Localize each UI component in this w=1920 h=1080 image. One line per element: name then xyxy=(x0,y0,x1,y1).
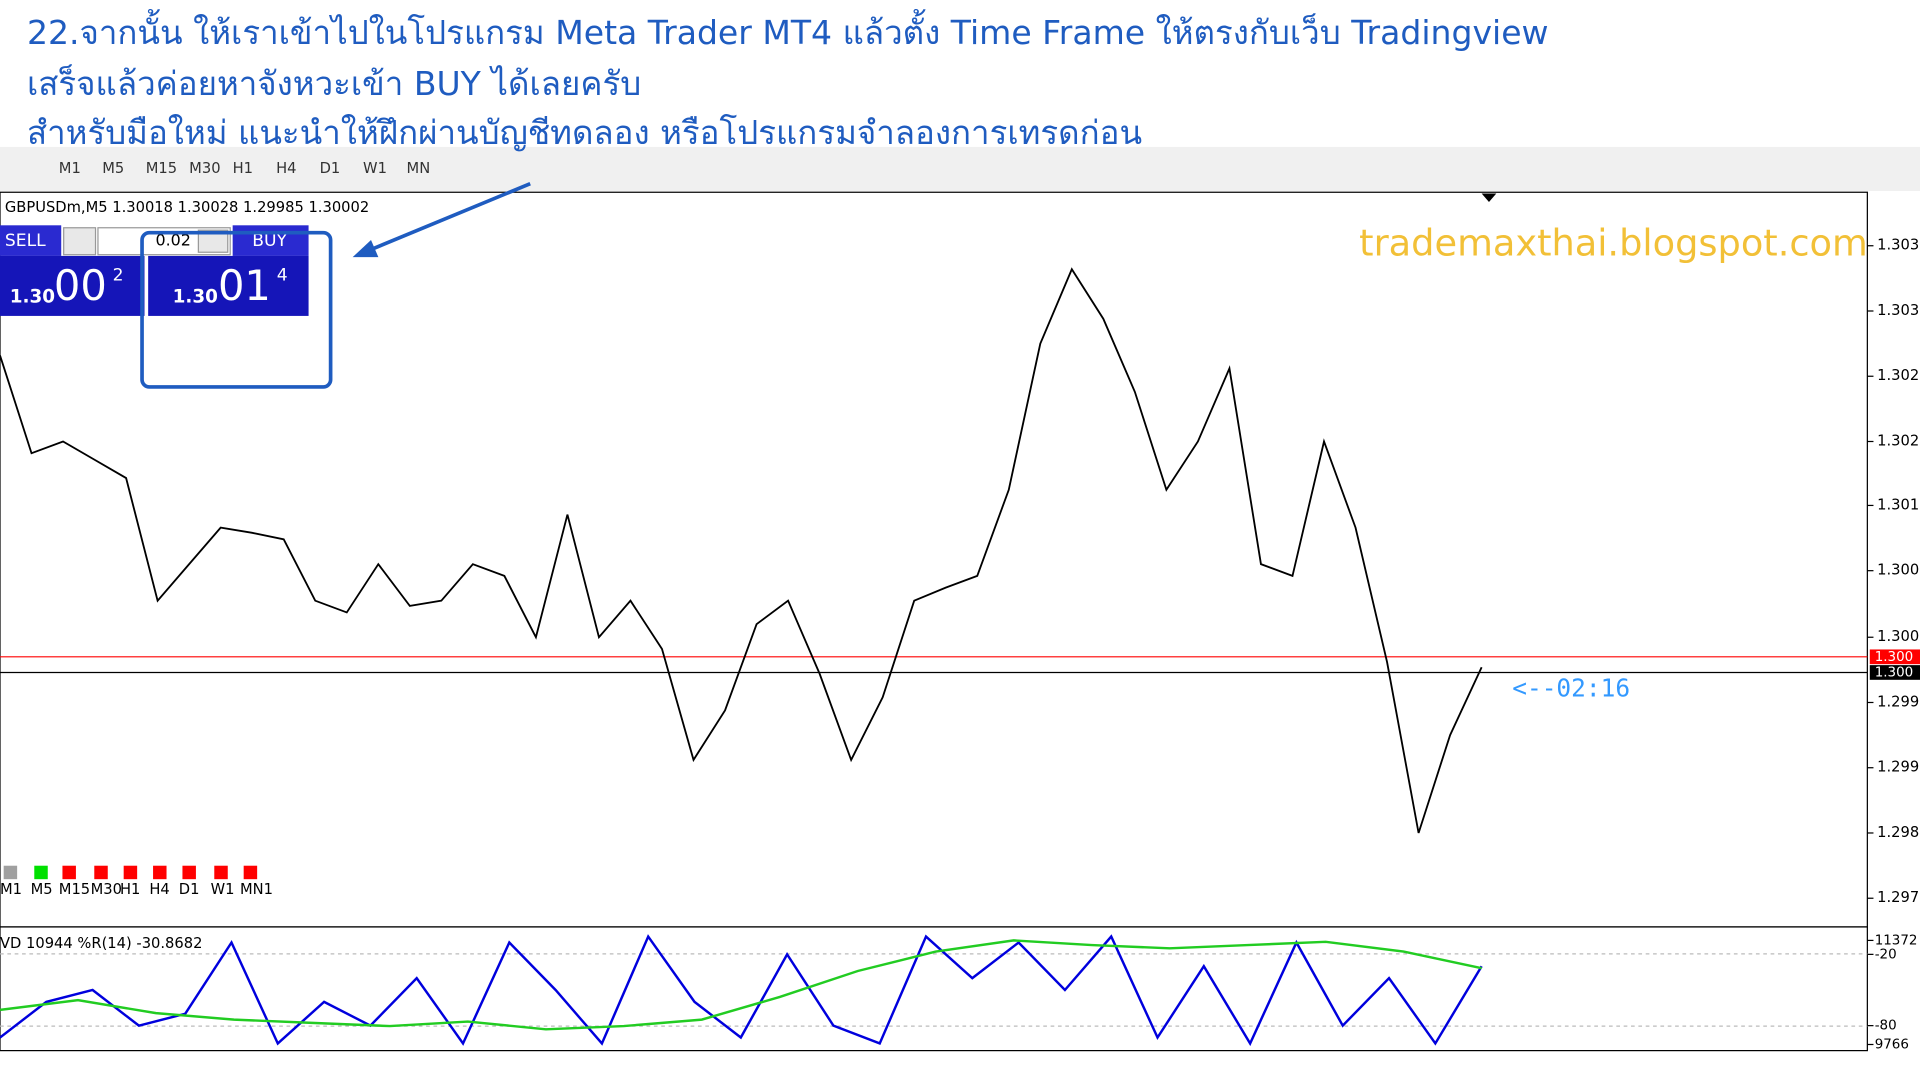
buy-button[interactable] xyxy=(232,225,309,256)
timeframe-square xyxy=(243,865,258,880)
timeframe-square xyxy=(34,865,48,880)
ask-tag xyxy=(1869,649,1920,665)
indicator-tick-label: 9766 xyxy=(1875,1037,1909,1052)
indicator-tick-label: 11372 xyxy=(1875,933,1918,948)
indicator-area xyxy=(0,926,1868,1052)
y-tick-label: 1.302 xyxy=(1877,367,1919,384)
volume-line xyxy=(0,939,1482,1031)
timeframe-square xyxy=(123,865,138,880)
timeframe-button[interactable]: D1 xyxy=(320,160,341,177)
timeframe-button[interactable]: M15 xyxy=(146,160,177,177)
indicator-title: VD 10944 %R(14) -30.8682 xyxy=(0,935,202,952)
buy-label: BUY xyxy=(252,231,287,251)
lot-down[interactable] xyxy=(63,227,97,256)
countdown: <--02:16 xyxy=(1512,673,1630,702)
y-tick-label: 1.300 xyxy=(1877,628,1919,645)
arrow xyxy=(366,181,531,253)
buy-price-sup: 4 xyxy=(277,266,288,286)
instruction: 22.จากนั้น ให้เราเข้าไปในโปรแกรม Meta Tr… xyxy=(27,9,1549,52)
sell-price-digits: 00 xyxy=(54,261,107,310)
timeframe-label: M15 xyxy=(59,881,90,898)
instruction: สำหรับมือใหม่ แนะนำให้ฝึกผ่านบัญชีทดลอง … xyxy=(27,113,1142,152)
timeframe-label: D1 xyxy=(179,881,200,898)
timeframe-label: M5 xyxy=(31,881,53,898)
highlight-box xyxy=(140,230,333,389)
timeframe-button[interactable]: M30 xyxy=(189,160,220,177)
wpr-line xyxy=(0,934,1483,1047)
indicator-tick-label: -20 xyxy=(1875,947,1897,962)
ask-tag-label: 1.300 xyxy=(1875,650,1914,665)
arrow-head xyxy=(352,240,379,258)
sell-price-box[interactable] xyxy=(0,255,145,316)
timeframe-label: H4 xyxy=(149,881,169,898)
buy-price-digits: 01 xyxy=(218,261,271,310)
timeframe-button[interactable]: H4 xyxy=(276,160,296,177)
timeframe-button[interactable]: H1 xyxy=(233,160,253,177)
sell-price-sup: 2 xyxy=(113,266,124,286)
price-chart-area xyxy=(0,191,1868,928)
y-tick-label: 1.303 xyxy=(1877,237,1919,254)
timeframe-label: W1 xyxy=(211,881,235,898)
timeframe-button[interactable]: M1 xyxy=(59,160,81,177)
y-tick-label: 1.303 xyxy=(1877,302,1919,319)
timeframe-square xyxy=(94,865,108,880)
watermark: trademaxthai.blogspot.com xyxy=(1359,221,1868,264)
price-line xyxy=(0,267,1483,834)
y-tick-label: 1.297 xyxy=(1877,889,1919,906)
sell-button[interactable] xyxy=(0,225,62,256)
timeframe-square xyxy=(182,865,196,880)
timeframe-label: M30 xyxy=(91,881,122,898)
y-tick-label: 1.299 xyxy=(1877,693,1919,710)
timeframe-button[interactable]: W1 xyxy=(363,160,387,177)
buy-price-big: 1.30 xyxy=(173,287,218,308)
buy-price-box[interactable] xyxy=(148,255,309,316)
y-tick-label: 1.302 xyxy=(1877,432,1919,449)
indicator-tick-label: -80 xyxy=(1875,1019,1897,1034)
timeframe-label: MN1 xyxy=(240,881,273,898)
sell-label: SELL xyxy=(5,231,46,251)
y-tick-label: 1.298 xyxy=(1877,824,1919,841)
lot-value: 0.02 xyxy=(156,231,191,250)
lot-up[interactable] xyxy=(197,229,229,253)
timeframe-button[interactable]: M5 xyxy=(102,160,124,177)
instruction: เสร็จแล้วค่อยหาจังหวะเข้า BUY ได้เลยครับ xyxy=(27,64,641,103)
timeframe-button[interactable]: MN xyxy=(407,160,431,177)
bid-tag xyxy=(1869,665,1920,680)
timeframe-square xyxy=(62,865,76,880)
timeframe-label: H1 xyxy=(120,881,140,898)
timeframe-label: M1 xyxy=(0,881,22,898)
symbol-info: GBPUSDm,M5 1.30018 1.30028 1.29985 1.300… xyxy=(5,199,369,216)
y-tick-label: 1.299 xyxy=(1877,759,1919,776)
toolbar xyxy=(0,146,1920,192)
shift-marker xyxy=(1481,193,1497,203)
timeframe-square xyxy=(214,865,228,880)
bid-tag-label: 1.300 xyxy=(1875,665,1914,680)
timeframe-square xyxy=(153,865,167,880)
timeframe-square xyxy=(3,865,18,880)
y-tick-label: 1.301 xyxy=(1877,496,1919,513)
y-tick-label: 1.300 xyxy=(1877,562,1919,579)
sell-price-big: 1.30 xyxy=(10,287,55,308)
